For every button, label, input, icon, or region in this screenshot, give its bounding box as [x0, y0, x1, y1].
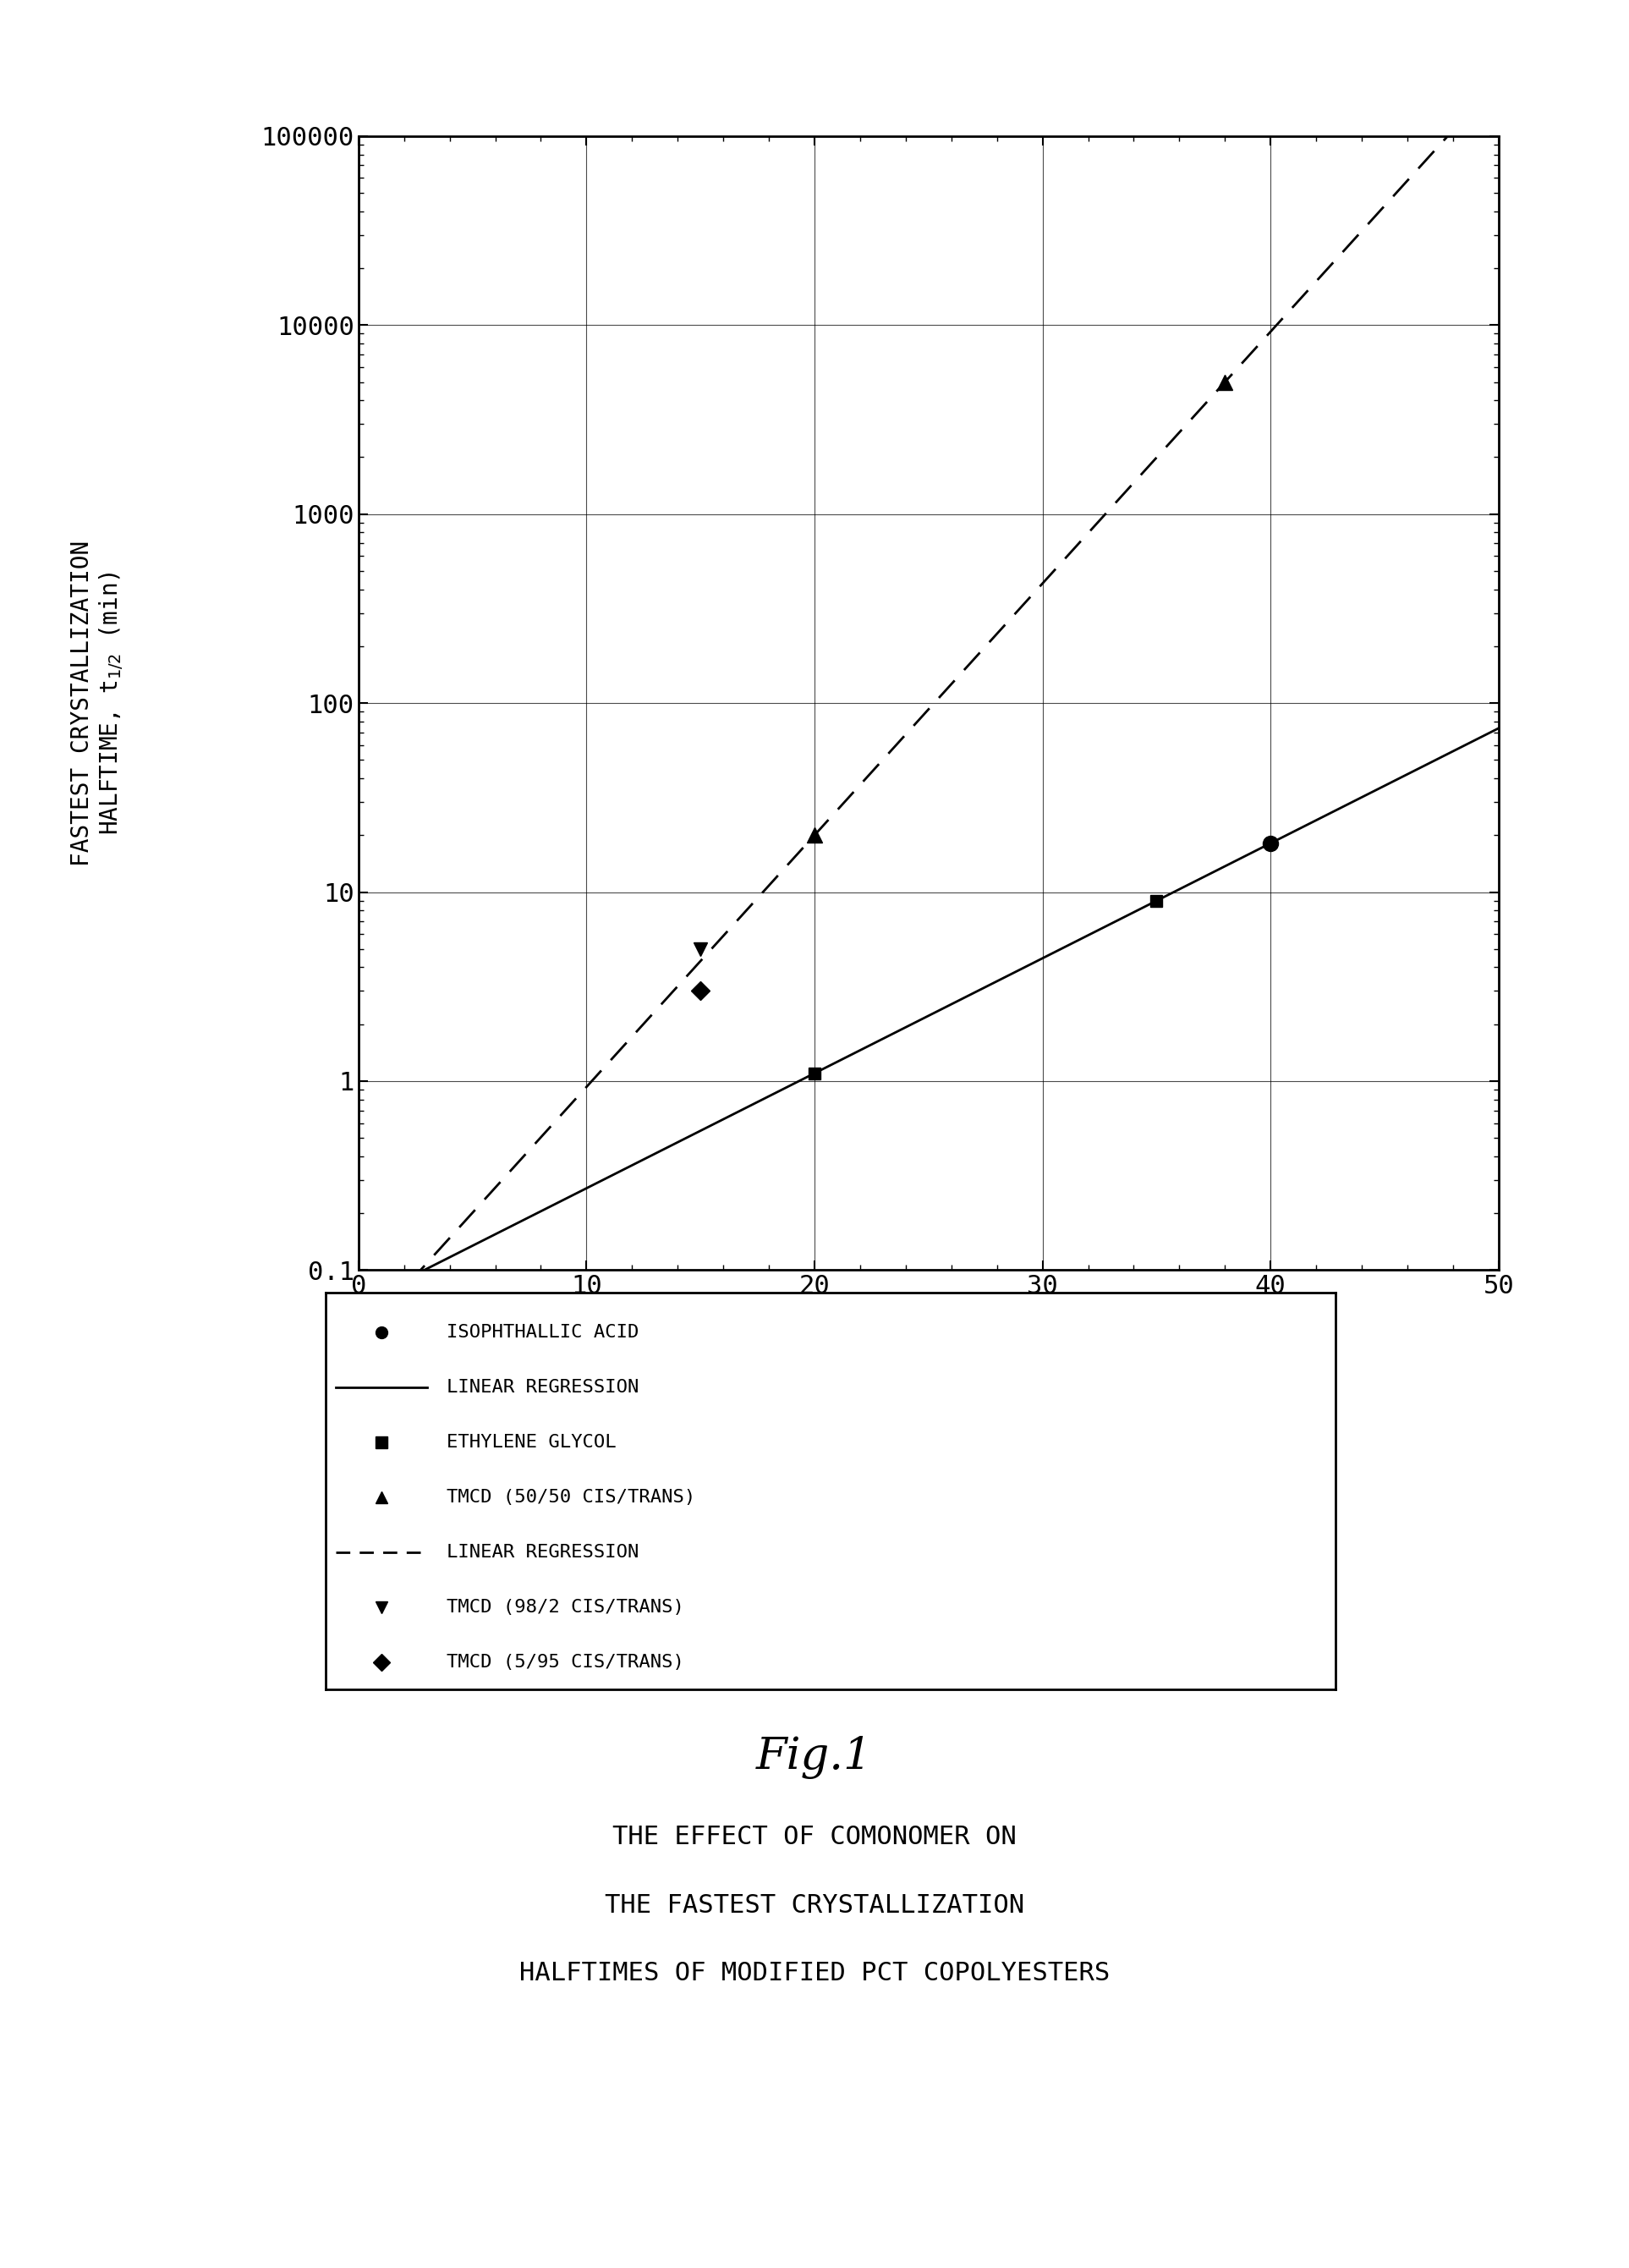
Text: ETHYLENE GLYCOL: ETHYLENE GLYCOL	[446, 1433, 617, 1452]
Text: THE FASTEST CRYSTALLIZATION: THE FASTEST CRYSTALLIZATION	[604, 1894, 1025, 1916]
Text: LINEAR REGRESSION: LINEAR REGRESSION	[446, 1379, 639, 1395]
Text: ISOPHTHALLIC ACID: ISOPHTHALLIC ACID	[446, 1325, 639, 1340]
Text: TMCD (5/95 CIS/TRANS): TMCD (5/95 CIS/TRANS)	[446, 1653, 684, 1669]
Text: THE EFFECT OF COMONOMER ON: THE EFFECT OF COMONOMER ON	[613, 1826, 1016, 1848]
Text: FASTEST CRYSTALLIZATION
HALFTIME, t$_{1/2}$ (min): FASTEST CRYSTALLIZATION HALFTIME, t$_{1/…	[70, 540, 125, 866]
Text: LINEAR REGRESSION: LINEAR REGRESSION	[446, 1545, 639, 1560]
Text: HALFTIMES OF MODIFIED PCT COPOLYESTERS: HALFTIMES OF MODIFIED PCT COPOLYESTERS	[520, 1962, 1109, 1984]
Text: TMCD (98/2 CIS/TRANS): TMCD (98/2 CIS/TRANS)	[446, 1599, 684, 1615]
X-axis label: MOL% COMONOMER: MOL% COMONOMER	[800, 1315, 1057, 1345]
Text: Fig.1: Fig.1	[756, 1735, 873, 1780]
Text: TMCD (50/50 CIS/TRANS): TMCD (50/50 CIS/TRANS)	[446, 1488, 696, 1506]
